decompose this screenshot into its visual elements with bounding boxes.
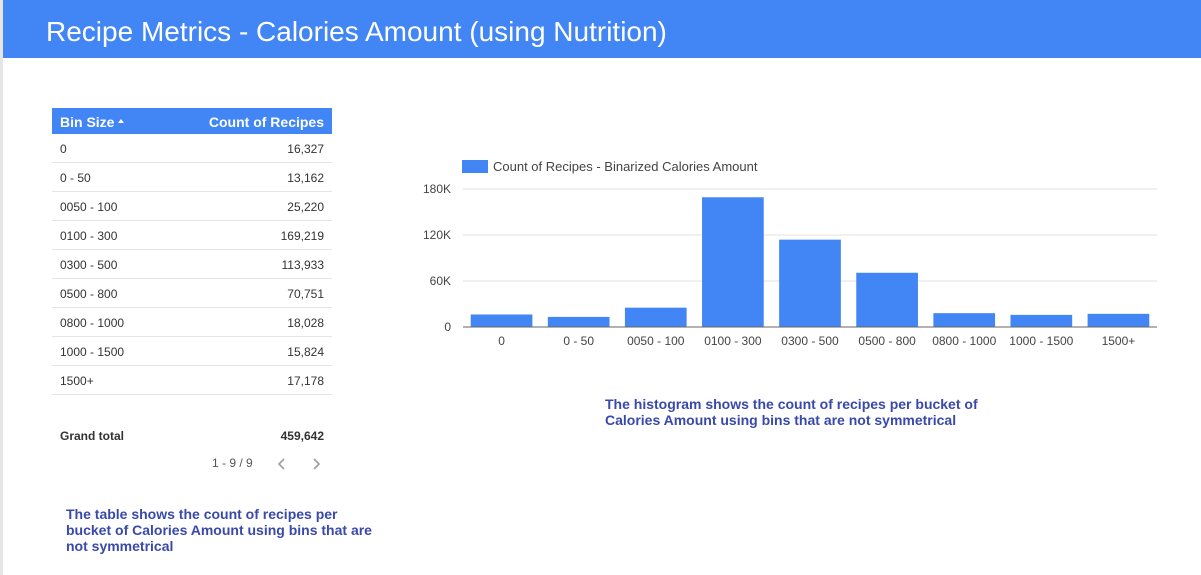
bar[interactable] [470, 314, 533, 327]
bar[interactable] [547, 316, 610, 327]
page-header: Recipe Metrics - Calories Amount (using … [3, 0, 1201, 58]
cell-bin-size: 0050 - 100 [60, 200, 118, 214]
pagination-range: 1 - 9 / 9 [212, 456, 253, 470]
cell-count-of-recipes: 169,219 [280, 229, 324, 243]
table-row: 0050 - 100 25,220 [52, 192, 332, 221]
cell-count-of-recipes: 16,327 [287, 142, 324, 156]
cell-bin-size: 1000 - 1500 [60, 345, 125, 359]
cell-bin-size: 0500 - 800 [60, 287, 118, 301]
cell-count-of-recipes: 13,162 [287, 171, 324, 185]
chevron-up-icon[interactable] [118, 119, 124, 123]
x-tick-label: 1000 - 1500 [1009, 334, 1073, 348]
cell-bin-size: 0800 - 1000 [60, 316, 125, 330]
table-row: 0 16,327 [52, 134, 332, 163]
y-tick-label: 0 [444, 320, 451, 334]
cell-bin-size: 0100 - 300 [60, 229, 118, 243]
table-body: 0 16,327 0 - 50 13,162 0050 - 100 25,220 0100 … [52, 134, 332, 395]
table-description-note: The table shows the count of recipes per… [66, 506, 372, 554]
legend-label[interactable]: Count of Recipes - Binarized Calories Am… [493, 159, 758, 174]
x-tick-label: 0050 - 100 [627, 334, 685, 348]
x-tick-label: 0500 - 800 [858, 334, 916, 348]
x-tick-label: 0100 - 300 [704, 334, 762, 348]
table-row: 0800 - 1000 18,028 [52, 308, 332, 337]
column-header-count-of-recipes[interactable]: Count of Recipes [208, 114, 324, 130]
cell-count-of-recipes: 113,933 [281, 258, 325, 272]
table-row: 1000 - 1500 15,824 [52, 337, 332, 366]
legend-swatch[interactable] [462, 160, 488, 173]
bar[interactable] [702, 197, 764, 327]
bar[interactable] [779, 239, 841, 327]
cell-bin-size: 0 - 50 [60, 171, 91, 185]
grand-total-value: 459,642 [280, 429, 324, 443]
y-tick-label: 180K [423, 182, 451, 196]
table-row: 0300 - 500 113,933 [52, 250, 332, 279]
chevron-right-icon[interactable] [306, 454, 326, 474]
cell-count-of-recipes: 25,220 [287, 200, 324, 214]
cell-bin-size: 1500+ [60, 374, 94, 388]
column-header-bin-size[interactable]: Bin Size [60, 114, 115, 130]
y-tick-label: 60K [430, 274, 451, 288]
x-tick-label: 0300 - 500 [781, 334, 839, 348]
x-tick-label: 1500+ [1102, 334, 1136, 348]
table-row: 0500 - 800 70,751 [52, 279, 332, 308]
x-tick-label: 0800 - 1000 [932, 334, 996, 348]
table-row: 1500+ 17,178 [52, 366, 332, 395]
bar[interactable] [1010, 314, 1073, 327]
page-left-border [0, 0, 3, 575]
table-header: Bin Size Count of Recipes [52, 108, 332, 134]
bar[interactable] [1087, 313, 1150, 327]
grand-total-label: Grand total [60, 429, 125, 443]
bar[interactable] [624, 307, 687, 327]
x-tick-label: 0 - 50 [563, 334, 594, 348]
cell-count-of-recipes: 15,824 [287, 345, 324, 359]
recipe-count-table: Bin Size Count of Recipes 0 16,327 0 - 50 1… [52, 108, 332, 395]
page-title: Recipe Metrics - Calories Amount (using … [46, 16, 667, 47]
bar[interactable] [856, 272, 918, 327]
bar[interactable] [933, 313, 996, 327]
cell-count-of-recipes: 18,028 [287, 316, 324, 330]
chevron-left-icon[interactable] [272, 454, 292, 474]
table-row: 0 - 50 13,162 [52, 163, 332, 192]
y-tick-label: 120K [423, 228, 451, 242]
x-tick-label: 0 [498, 334, 505, 348]
chart-description-note: The histogram shows the count of recipes… [605, 396, 978, 428]
table-row: 0100 - 300 169,219 [52, 221, 332, 250]
grand-total-row: Grand total 459,642 [52, 422, 332, 450]
cell-count-of-recipes: 17,178 [287, 374, 324, 388]
cell-count-of-recipes: 70,751 [287, 287, 324, 301]
cell-bin-size: 0300 - 500 [60, 258, 118, 272]
cell-bin-size: 0 [60, 142, 67, 156]
